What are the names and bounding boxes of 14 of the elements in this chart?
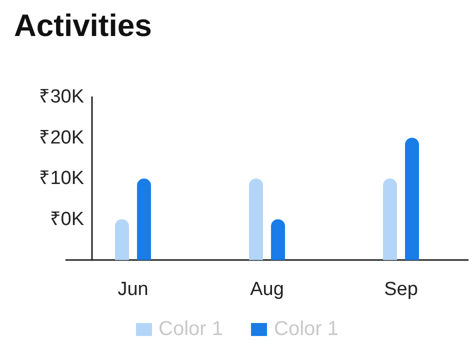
bar: [249, 178, 263, 260]
y-tick-label: ₹30K: [39, 86, 84, 108]
bar: [137, 178, 151, 260]
x-tick-label: Jun: [118, 279, 148, 300]
bar: [271, 219, 285, 260]
x-tick-label: Aug: [250, 279, 284, 300]
x-tick-label: Sep: [384, 279, 418, 300]
y-tick-label: ₹20K: [39, 127, 84, 148]
y-tick-label: ₹10K: [39, 168, 84, 189]
bar: [405, 138, 419, 260]
bar: [115, 219, 129, 260]
bar: [383, 178, 397, 260]
y-tick-label: ₹0K: [50, 208, 84, 230]
chart-title: Activities: [14, 8, 152, 44]
